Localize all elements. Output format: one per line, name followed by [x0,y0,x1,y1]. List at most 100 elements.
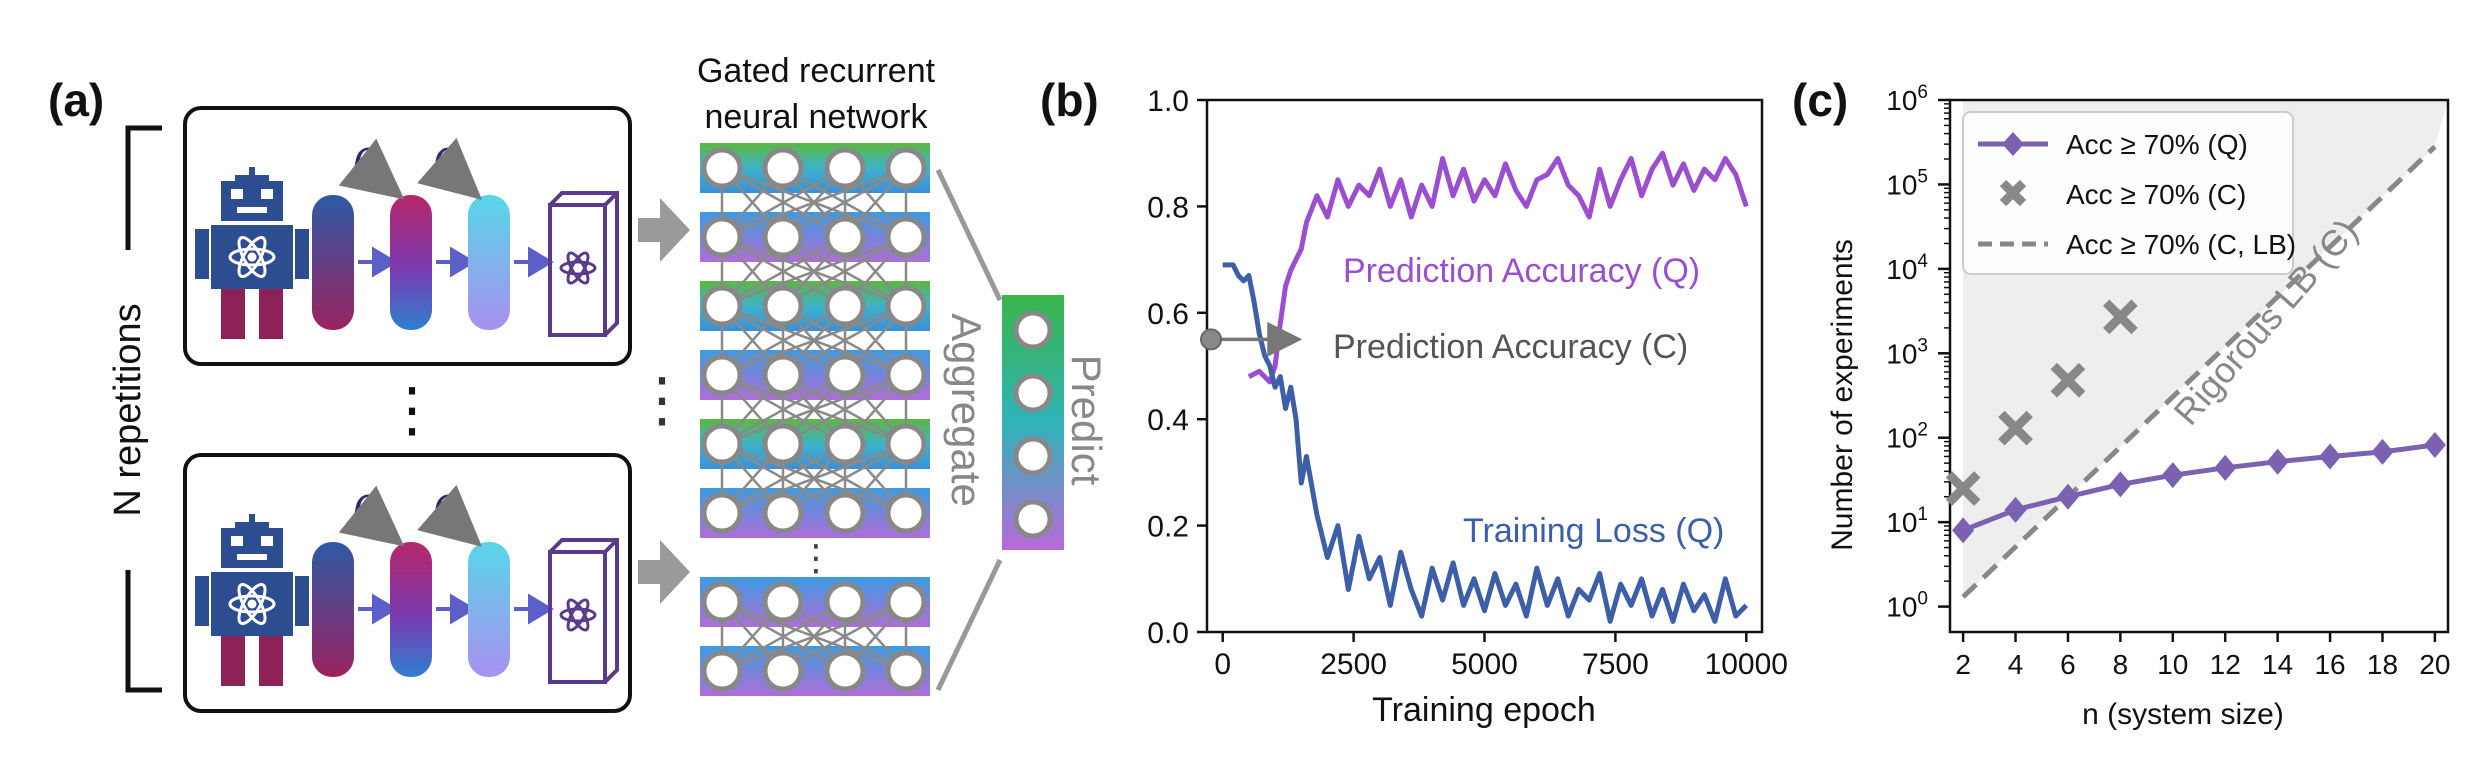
process-arrow [436,246,476,278]
gru-node [701,581,743,623]
gru-node [824,147,866,189]
chart-b-xlabel: Training epoch [1372,691,1596,729]
chart-c-ylabel: Number of experiments [1826,239,1859,551]
gru-node [762,581,804,623]
gru-connection [721,235,846,308]
legend-marker-c [1999,179,2027,207]
repetition-box-2: ρ ρ [183,453,632,713]
legend-label: Acc ≥ 70% (Q) [2066,129,2248,160]
annotation-acc-c: Prediction Accuracy (C) [1333,328,1688,366]
series-point-q [2004,496,2027,523]
x-tick-label: 16 [2314,649,2345,680]
gru-node [824,285,866,327]
predict-label: Predict [1063,355,1110,486]
series-point-q [2371,438,2394,465]
predict-column: Predict [1002,295,1110,550]
gru-node [885,650,927,692]
gru-node [762,492,804,534]
series-point-q [2319,443,2342,470]
series-line-acc-q [1247,150,1749,385]
panel-a: (a) N repetitions [48,52,1110,713]
gru-connection [721,304,907,377]
vertical-ellipsis: ⋮ [632,366,692,433]
gru-node [762,285,804,327]
x-tick-label: 8 [2113,649,2129,680]
x-tick-label: 10000 [1705,648,1788,681]
gru-node [762,650,804,692]
gru-node [885,492,927,534]
series-point-q [2214,454,2237,481]
x-tick-label: 18 [2367,649,2398,680]
gru-node [701,216,743,258]
y-tick-label: 0.4 [1147,404,1189,437]
gru-title-line1: Gated recurrent [697,52,936,90]
x-tick-label: 14 [2262,649,2293,680]
gru-connection [721,373,907,446]
y-tick-label: 104 [1886,251,1928,285]
gru-node [762,147,804,189]
gru-connection [721,166,907,239]
gru-connection [721,600,846,673]
series-point-c [1945,471,1981,506]
gru-node [824,423,866,465]
gru-connection [721,442,907,515]
legend-frame [1962,111,2294,275]
panel-c: (c) 2 4 6 8 10 12 14 16 18 20 100 101 102 103 104 105 10… [1792,74,2450,731]
chart-c-xlabel: n (system size) [2082,698,2284,731]
rho-arrow [338,485,405,547]
atom-icon [228,583,276,625]
measurement-box-icon [548,538,619,684]
gru-connection [721,373,846,446]
gru-connection [782,235,907,308]
series-line-q [1962,442,2436,533]
annotation-loss-q: Training Loss (Q) [1463,512,1724,550]
quantum-state-icon [390,195,432,330]
gru-node [885,147,927,189]
legend-label: Acc ≥ 70% (C) [2066,179,2246,210]
process-arrow [358,593,398,625]
gru-node [824,581,866,623]
y-tick-label: 0.8 [1147,191,1189,224]
atom-icon [559,598,597,632]
robot-icon [195,167,309,339]
gru-node [762,423,804,465]
panel-c-label: (c) [1792,74,1848,126]
gru-node [824,650,866,692]
repetitions-label: N repetitions [107,303,149,516]
process-arrow [358,246,398,278]
quantum-state-icon [468,542,510,677]
gru-connection [782,373,907,446]
robot-icon [195,514,309,686]
gru-node [885,216,927,258]
series-point-c [1998,410,2033,446]
annotation-acc-q: Prediction Accuracy (Q) [1343,252,1700,290]
series-line-loss-q [1222,262,1749,624]
legend: Acc ≥ 70% (Q) Acc ≥ 70% (C) Acc ≥ 70% (C, … [1962,111,2296,275]
panel-b: (b) 0 2500 5000 7500 10000 0.0 0.2 0.4 0.6 0.8 1.0… [1040,74,1788,729]
quantum-state-icon [312,542,354,677]
gru-node [701,147,743,189]
x-tick-label: 10 [2157,649,2188,680]
x-tick-label: 0 [1214,648,1231,681]
series-point-q [2423,431,2446,458]
quantum-state-icon [468,195,510,330]
series-point-q [2266,448,2289,475]
x-tick-label: 2500 [1320,648,1387,681]
x-tick-label: 7500 [1582,648,1649,681]
gru-node [824,492,866,534]
series-point-q [2056,483,2079,510]
input-arrow [638,540,690,604]
gru-connection [782,304,907,377]
series-point-q [1952,517,1975,544]
gru-connection [721,235,907,308]
chart-b: 0 2500 5000 7500 10000 0.0 0.2 0.4 0.6 0.8 1.0 [1147,85,1788,681]
gru-node [701,423,743,465]
measurement-box-icon [548,191,619,337]
gru-node [701,354,743,396]
gru-connection [782,166,907,239]
gru-connection [782,442,907,515]
aggregate-line [935,558,1003,692]
rho-arrow [338,138,405,200]
rho-arrow [417,137,483,200]
gru-connection [721,304,846,377]
